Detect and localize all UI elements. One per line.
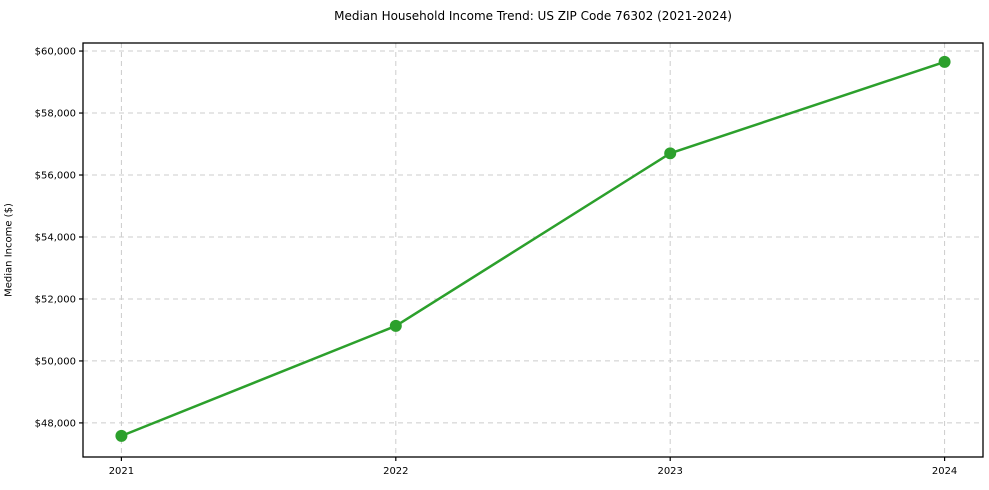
y-tick-label: $52,000: [35, 294, 76, 305]
y-tick-label: $56,000: [35, 171, 76, 182]
trend-line: [120, 60, 946, 438]
x-tick-label: 2024: [932, 466, 957, 477]
data-point-2021: [115, 429, 128, 442]
data-point-2022: [389, 319, 402, 332]
y-tick-label: $54,000: [35, 232, 76, 243]
y-tick-label: $60,000: [35, 47, 76, 58]
y-tick-label: $58,000: [35, 109, 76, 120]
axes-spines: [82, 42, 984, 458]
data-point-2023: [664, 147, 677, 160]
data-point-2024: [938, 55, 951, 68]
plot-area: [83, 43, 983, 457]
chart-title: Median Household Income Trend: US ZIP Co…: [334, 9, 732, 23]
x-tick-label: 2023: [657, 466, 682, 477]
y-tick-label: $50,000: [35, 356, 76, 367]
x-tick-label: 2022: [383, 466, 408, 477]
x-tick-label: 2021: [109, 466, 134, 477]
y-tick-label: $48,000: [35, 418, 76, 429]
